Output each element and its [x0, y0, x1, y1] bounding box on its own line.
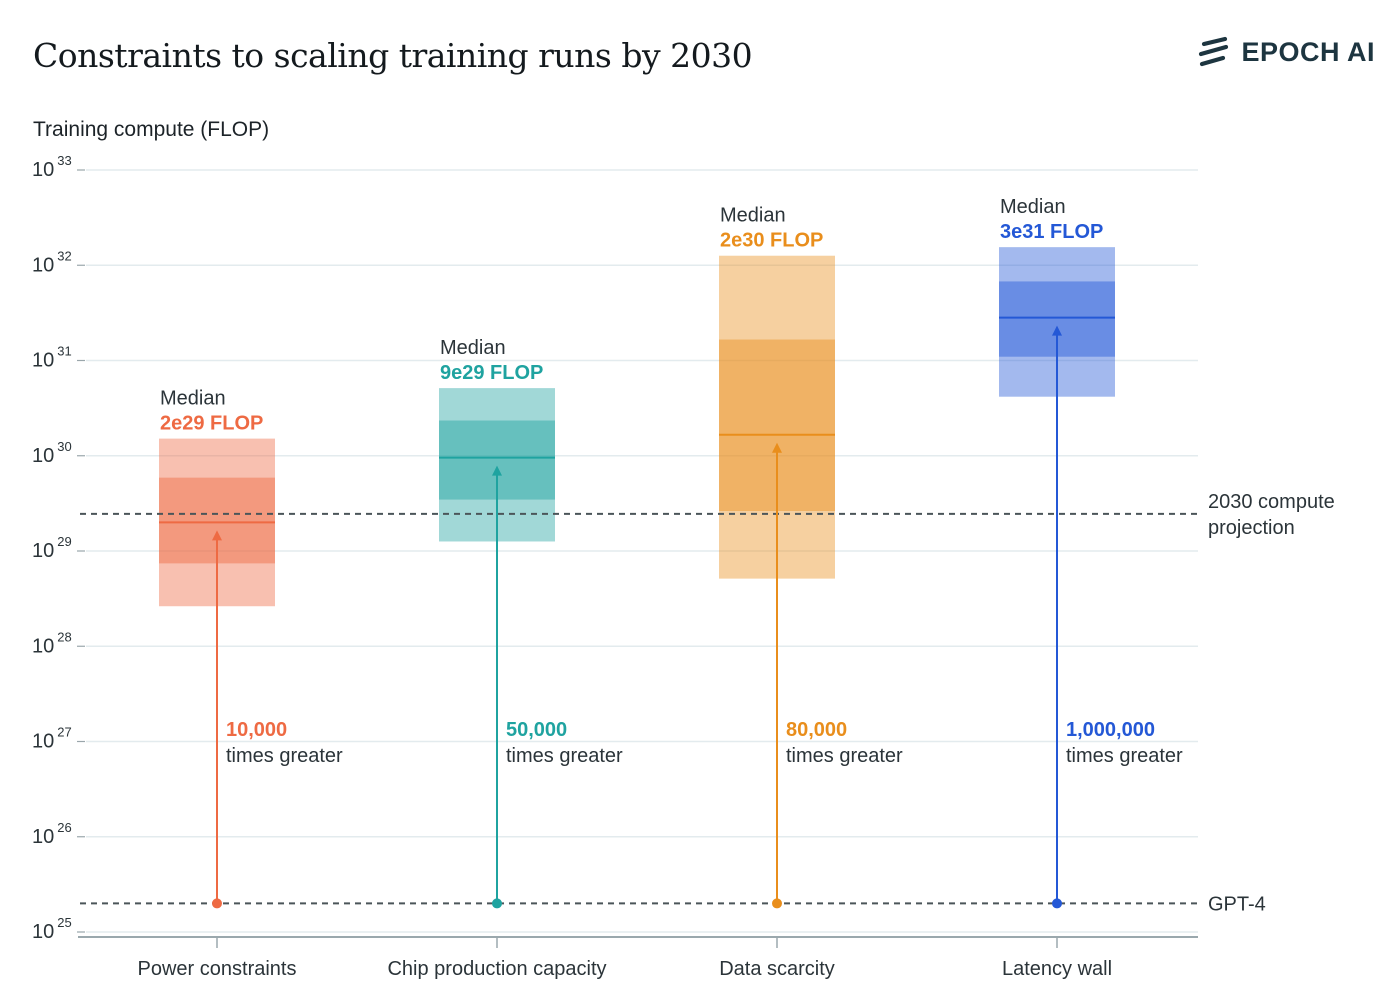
- label-layer: Median 2e29 FLOP 10,000 times greater Median…: [160, 196, 1183, 767]
- y-tick-label: 10 28: [32, 629, 72, 657]
- median-value-label: 2e30 FLOP: [720, 230, 823, 252]
- y-tick-label: 10 27: [32, 725, 72, 753]
- arrow-origin-dot: [212, 898, 222, 909]
- multiplier-value: 1,000,000: [1066, 719, 1155, 741]
- median-caption: Median: [720, 205, 786, 227]
- arrow-head-icon: [772, 442, 782, 453]
- multiplier-value: 50,000: [506, 719, 567, 741]
- box-layer: [159, 247, 1115, 607]
- arrow-origin-dot: [492, 898, 502, 909]
- x-tick-label: Power constraints: [138, 958, 297, 980]
- y-tick-label: 10 29: [32, 534, 72, 562]
- reference-line-label: 2030 compute: [1208, 491, 1335, 513]
- median-value-label: 3e31 FLOP: [1000, 221, 1103, 243]
- x-axis: Power constraints Chip production capacit…: [78, 936, 1198, 980]
- x-tick-label: Data scarcity: [719, 958, 835, 980]
- multiplier-value: 10,000: [226, 719, 287, 741]
- y-tick-label: 10 33: [32, 153, 72, 181]
- reference-lines: 2030 compute projection GPT-4: [80, 491, 1335, 915]
- chart-title: Constraints to scaling training runs by …: [33, 36, 753, 75]
- multiplier-value: 80,000: [786, 719, 847, 741]
- multiplier-caption: times greater: [226, 745, 343, 767]
- multiplier-caption: times greater: [786, 745, 903, 767]
- y-tick-label: 10 30: [32, 439, 72, 467]
- reference-line-label: GPT-4: [1208, 893, 1266, 915]
- y-axis-title: Training compute (FLOP): [33, 118, 270, 141]
- median-caption: Median: [440, 337, 506, 359]
- median-value-label: 2e29 FLOP: [160, 413, 263, 435]
- y-tick-label: 10 26: [32, 820, 72, 848]
- x-tick-label: Chip production capacity: [387, 958, 606, 980]
- x-tick-label: Latency wall: [1002, 958, 1112, 980]
- arrow-origin-dot: [1052, 898, 1062, 909]
- median-value-label: 9e29 FLOP: [440, 362, 543, 384]
- reference-line-label: projection: [1208, 517, 1295, 539]
- arrow-chip-production-capacity: [492, 465, 502, 909]
- epoch-ai-logo: EPOCH AI: [1197, 36, 1375, 68]
- y-tick-label: 10 25: [32, 915, 72, 943]
- arrow-power-constraints: [212, 530, 222, 909]
- multiplier-caption: times greater: [1066, 745, 1183, 767]
- grid-layer: [86, 169, 1198, 933]
- arrow-head-icon: [1052, 325, 1062, 336]
- logo-text: EPOCH AI: [1241, 36, 1375, 67]
- y-tick-label: 10 31: [32, 344, 72, 372]
- y-tick-label: 10 32: [32, 248, 72, 276]
- arrow-latency-wall: [1052, 325, 1062, 909]
- median-caption: Median: [1000, 196, 1066, 218]
- arrow-data-scarcity: [772, 442, 782, 909]
- epoch-stripes-icon: [1199, 36, 1229, 67]
- multiplier-caption: times greater: [506, 745, 623, 767]
- arrow-origin-dot: [772, 898, 782, 909]
- median-caption: Median: [160, 388, 226, 410]
- arrow-layer: [212, 325, 1062, 909]
- arrow-head-icon: [212, 530, 222, 541]
- arrow-head-icon: [492, 465, 502, 476]
